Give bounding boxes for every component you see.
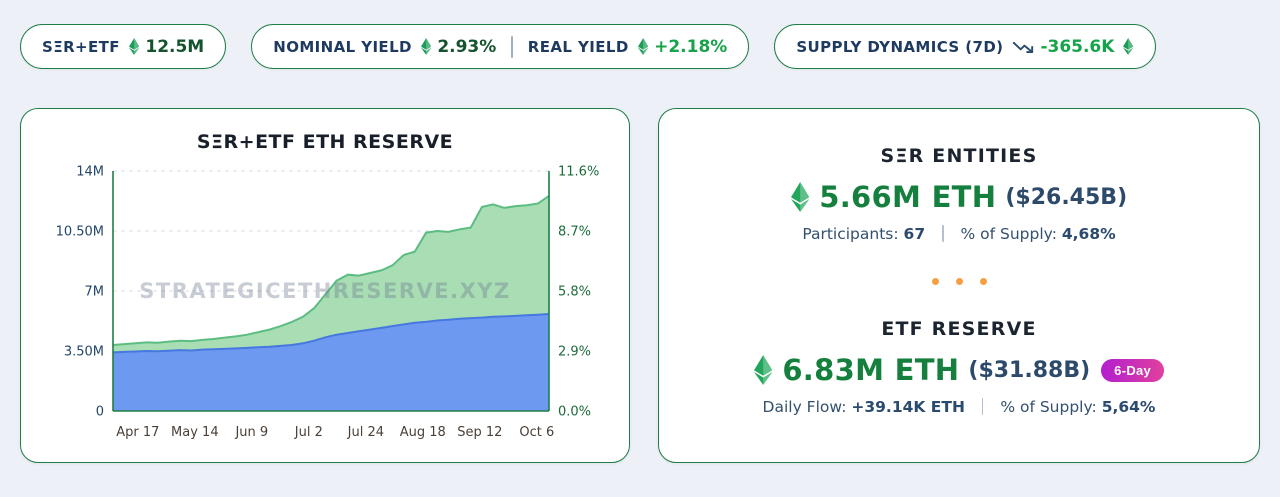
ser-entities-heading: SΞR ENTITIES (880, 145, 1038, 167)
ser-usd-value: ($26.45B) (1005, 184, 1128, 210)
svg-text:Jul 2: Jul 2 (294, 425, 323, 440)
nominal-yield-value: 2.93% (437, 36, 497, 57)
svg-text:8.7%: 8.7% (558, 225, 591, 240)
reserve-chart: 0 0.0% 3.50M 2.9% 7M 5.8% 10.50M 8.7% 14M 11.6% Ap… (35, 157, 615, 461)
trend-down-icon (1013, 41, 1034, 53)
svg-text:0.0%: 0.0% (558, 405, 591, 420)
etf-eth-amount: 6.83M ETH (782, 353, 960, 387)
real-yield-label: REAL YIELD (527, 37, 629, 56)
daily-flow-label: Daily Flow: (762, 398, 847, 416)
svg-text:Jul 24: Jul 24 (347, 425, 384, 440)
etf-meta-line: Daily Flow: +39.14K ETH % of Supply: 5,6… (762, 398, 1156, 416)
ser-eth-amount: 5.66M ETH (819, 180, 997, 214)
participants-label: Participants: (802, 225, 899, 243)
etf-amount-row: 6.83M ETH ($31.88B) 6-Day (753, 353, 1165, 387)
eth-icon (790, 182, 810, 212)
ser-meta-line: Participants: 67 % of Supply: 4,68% (802, 225, 1116, 243)
svg-text:11.6%: 11.6% (558, 165, 599, 180)
svg-text:7M: 7M (85, 285, 105, 300)
supply-dynamics-pill: SUPPLY DYNAMICS (7D) -365.6K (774, 24, 1156, 69)
ser-etf-total-pill: SΞR+ETF 12.5M (20, 24, 227, 69)
eth-icon (753, 355, 773, 385)
participants-value: 67 (903, 225, 926, 243)
svg-text:Apr 17: Apr 17 (116, 425, 159, 440)
svg-text:14M: 14M (76, 165, 104, 180)
eth-icon (420, 38, 432, 55)
reserve-chart-svg: 0 0.0% 3.50M 2.9% 7M 5.8% 10.50M 8.7% 14M 11.6% Ap… (56, 165, 600, 441)
supply-dynamics-value: -365.6K (1040, 36, 1115, 57)
svg-text:5.8%: 5.8% (558, 285, 591, 300)
ser-amount-row: 5.66M ETH ($26.45B) (790, 180, 1128, 214)
eth-icon (1123, 38, 1134, 55)
dot (931, 278, 939, 285)
ser-etf-label: SΞR+ETF (42, 37, 120, 56)
svg-text:Jun 9: Jun 9 (234, 425, 268, 440)
ser-supply-value: 4,68% (1061, 225, 1116, 243)
etf-reserve-heading: ETF RESERVE (881, 318, 1037, 340)
etf-supply-label: % of Supply: (1000, 398, 1097, 416)
ser-supply-label: % of Supply: (960, 225, 1057, 243)
real-yield-value: +2.18% (654, 36, 728, 57)
period-badge[interactable]: 6-Day (1101, 358, 1165, 382)
eth-icon (128, 38, 140, 55)
reserve-chart-card: SΞR+ETF ETH RESERVE 0 0.0% 3.50M 2.9% 7M 5.8%… (20, 108, 630, 463)
dot (955, 278, 963, 285)
reserve-info-card: SΞR ENTITIES 5.66M ETH ($26.45B) Partici… (658, 108, 1260, 463)
etf-usd-value: ($31.88B) (968, 357, 1091, 383)
svg-text:3.50M: 3.50M (64, 345, 104, 360)
divider (981, 398, 984, 415)
eth-icon (637, 38, 649, 55)
main-cards-row: SΞR+ETF ETH RESERVE 0 0.0% 3.50M 2.9% 7M 5.8%… (20, 108, 1260, 463)
svg-text:2.9%: 2.9% (558, 345, 591, 360)
svg-text:Sep 12: Sep 12 (457, 425, 502, 440)
svg-text:May 14: May 14 (171, 425, 219, 440)
ser-etf-value: 12.5M (145, 36, 205, 57)
chart-title: SΞR+ETF ETH RESERVE (196, 131, 454, 153)
divider (511, 35, 513, 58)
supply-dynamics-label: SUPPLY DYNAMICS (7D) (796, 37, 1004, 56)
svg-text:0: 0 (96, 405, 104, 420)
top-stats-bar: SΞR+ETF 12.5M NOMINAL YIELD 2.93% REAL Y… (20, 24, 1260, 69)
etf-supply-value: 5,64% (1101, 398, 1156, 416)
dot (979, 278, 987, 285)
svg-text:Aug 18: Aug 18 (400, 425, 446, 440)
daily-flow-value: +39.14K ETH (851, 398, 965, 416)
divider (942, 225, 944, 242)
svg-text:10.50M: 10.50M (56, 225, 104, 240)
nominal-yield-label: NOMINAL YIELD (273, 37, 412, 56)
section-separator-dots (931, 278, 987, 285)
yield-pill: NOMINAL YIELD 2.93% REAL YIELD +2.18% (251, 24, 750, 69)
svg-text:Oct 6: Oct 6 (519, 425, 554, 440)
